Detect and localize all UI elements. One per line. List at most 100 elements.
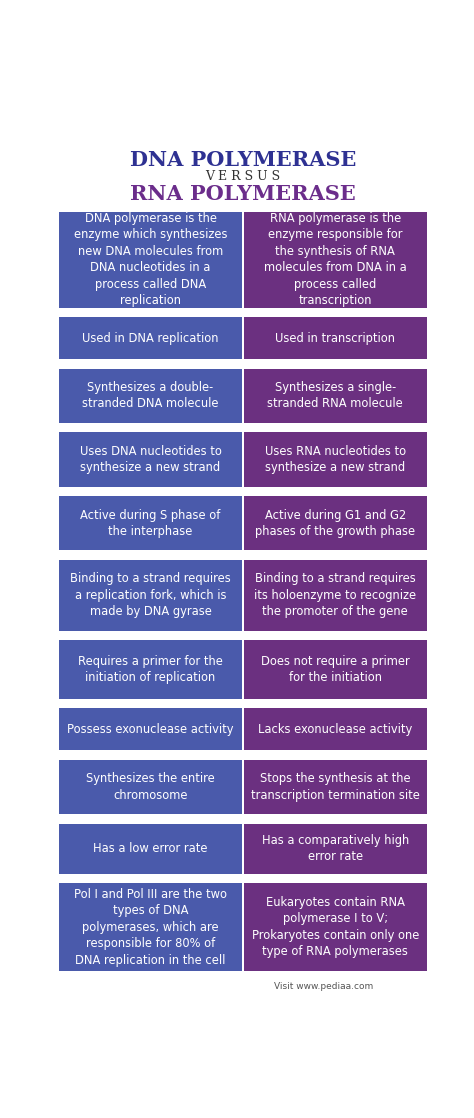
FancyBboxPatch shape <box>165 552 172 558</box>
FancyBboxPatch shape <box>402 875 409 881</box>
FancyBboxPatch shape <box>288 752 295 758</box>
FancyBboxPatch shape <box>191 701 198 707</box>
FancyBboxPatch shape <box>323 425 330 430</box>
FancyBboxPatch shape <box>138 310 145 315</box>
Text: RNA polymerase is the
enzyme responsible for
the synthesis of RNA
molecules from: RNA polymerase is the enzyme responsible… <box>264 212 407 307</box>
FancyBboxPatch shape <box>226 361 233 367</box>
FancyBboxPatch shape <box>235 361 241 367</box>
FancyBboxPatch shape <box>376 552 383 558</box>
FancyBboxPatch shape <box>314 489 321 494</box>
FancyBboxPatch shape <box>182 816 189 822</box>
FancyBboxPatch shape <box>77 552 84 558</box>
FancyBboxPatch shape <box>419 701 426 707</box>
FancyBboxPatch shape <box>112 310 119 315</box>
FancyBboxPatch shape <box>191 633 198 638</box>
FancyBboxPatch shape <box>314 875 321 881</box>
FancyBboxPatch shape <box>112 361 119 367</box>
FancyBboxPatch shape <box>209 633 215 638</box>
FancyBboxPatch shape <box>253 310 260 315</box>
FancyBboxPatch shape <box>262 552 269 558</box>
FancyBboxPatch shape <box>419 361 426 367</box>
Text: V E R S U S: V E R S U S <box>205 170 281 183</box>
FancyBboxPatch shape <box>95 489 101 494</box>
FancyBboxPatch shape <box>262 310 269 315</box>
FancyBboxPatch shape <box>288 489 295 494</box>
FancyBboxPatch shape <box>200 489 206 494</box>
FancyBboxPatch shape <box>60 875 66 881</box>
FancyBboxPatch shape <box>341 425 347 430</box>
FancyBboxPatch shape <box>411 701 418 707</box>
FancyBboxPatch shape <box>182 752 189 758</box>
FancyBboxPatch shape <box>68 425 75 430</box>
Text: Stops the synthesis at the
transcription termination site: Stops the synthesis at the transcription… <box>251 773 420 802</box>
FancyBboxPatch shape <box>393 489 400 494</box>
FancyBboxPatch shape <box>376 701 383 707</box>
FancyBboxPatch shape <box>217 552 224 558</box>
FancyBboxPatch shape <box>411 875 418 881</box>
FancyBboxPatch shape <box>121 816 128 822</box>
FancyBboxPatch shape <box>77 752 84 758</box>
FancyBboxPatch shape <box>191 875 198 881</box>
Text: Pol I and Pol III are the two
types of DNA
polymerases, which are
responsible fo: Pol I and Pol III are the two types of D… <box>74 888 227 967</box>
FancyBboxPatch shape <box>323 552 330 558</box>
FancyBboxPatch shape <box>173 701 180 707</box>
FancyBboxPatch shape <box>376 633 383 638</box>
FancyBboxPatch shape <box>209 361 215 367</box>
FancyBboxPatch shape <box>191 816 198 822</box>
FancyBboxPatch shape <box>165 875 172 881</box>
FancyBboxPatch shape <box>103 816 110 822</box>
FancyBboxPatch shape <box>288 310 295 315</box>
Text: Requires a primer for the
initiation of replication: Requires a primer for the initiation of … <box>78 655 223 684</box>
FancyBboxPatch shape <box>191 425 198 430</box>
FancyBboxPatch shape <box>253 425 260 430</box>
FancyBboxPatch shape <box>411 361 418 367</box>
FancyBboxPatch shape <box>235 875 241 881</box>
FancyBboxPatch shape <box>411 489 418 494</box>
FancyBboxPatch shape <box>68 701 75 707</box>
FancyBboxPatch shape <box>86 425 92 430</box>
FancyBboxPatch shape <box>217 489 224 494</box>
FancyBboxPatch shape <box>262 752 269 758</box>
FancyBboxPatch shape <box>77 489 84 494</box>
Text: Binding to a strand requires
a replication fork, which is
made by DNA gyrase: Binding to a strand requires a replicati… <box>70 572 231 618</box>
FancyBboxPatch shape <box>323 701 330 707</box>
FancyBboxPatch shape <box>244 560 427 631</box>
FancyBboxPatch shape <box>245 701 251 707</box>
FancyBboxPatch shape <box>358 425 365 430</box>
FancyBboxPatch shape <box>244 211 427 307</box>
FancyBboxPatch shape <box>209 701 215 707</box>
FancyBboxPatch shape <box>306 875 312 881</box>
FancyBboxPatch shape <box>288 875 295 881</box>
Text: Binding to a strand requires
its holoenzyme to recognize
the promoter of the gen: Binding to a strand requires its holoenz… <box>254 572 416 618</box>
FancyBboxPatch shape <box>262 816 269 822</box>
FancyBboxPatch shape <box>121 425 128 430</box>
FancyBboxPatch shape <box>245 633 251 638</box>
FancyBboxPatch shape <box>112 875 119 881</box>
FancyBboxPatch shape <box>332 816 338 822</box>
FancyBboxPatch shape <box>384 633 391 638</box>
FancyBboxPatch shape <box>209 875 215 881</box>
FancyBboxPatch shape <box>138 752 145 758</box>
FancyBboxPatch shape <box>226 310 233 315</box>
Text: Visit www.pediaa.com: Visit www.pediaa.com <box>274 982 374 991</box>
FancyBboxPatch shape <box>60 701 66 707</box>
FancyBboxPatch shape <box>86 361 92 367</box>
FancyBboxPatch shape <box>209 489 215 494</box>
FancyBboxPatch shape <box>130 752 137 758</box>
FancyBboxPatch shape <box>288 816 295 822</box>
FancyBboxPatch shape <box>384 816 391 822</box>
FancyBboxPatch shape <box>349 816 356 822</box>
FancyBboxPatch shape <box>86 633 92 638</box>
Text: Possess exonuclease activity: Possess exonuclease activity <box>67 723 234 736</box>
FancyBboxPatch shape <box>349 633 356 638</box>
FancyBboxPatch shape <box>217 875 224 881</box>
FancyBboxPatch shape <box>200 361 206 367</box>
FancyBboxPatch shape <box>103 875 110 881</box>
FancyBboxPatch shape <box>402 816 409 822</box>
FancyBboxPatch shape <box>86 310 92 315</box>
FancyBboxPatch shape <box>323 633 330 638</box>
Text: Uses RNA nucleotides to
synthesize a new strand: Uses RNA nucleotides to synthesize a new… <box>265 445 406 474</box>
FancyBboxPatch shape <box>288 361 295 367</box>
FancyBboxPatch shape <box>245 310 251 315</box>
FancyBboxPatch shape <box>182 701 189 707</box>
